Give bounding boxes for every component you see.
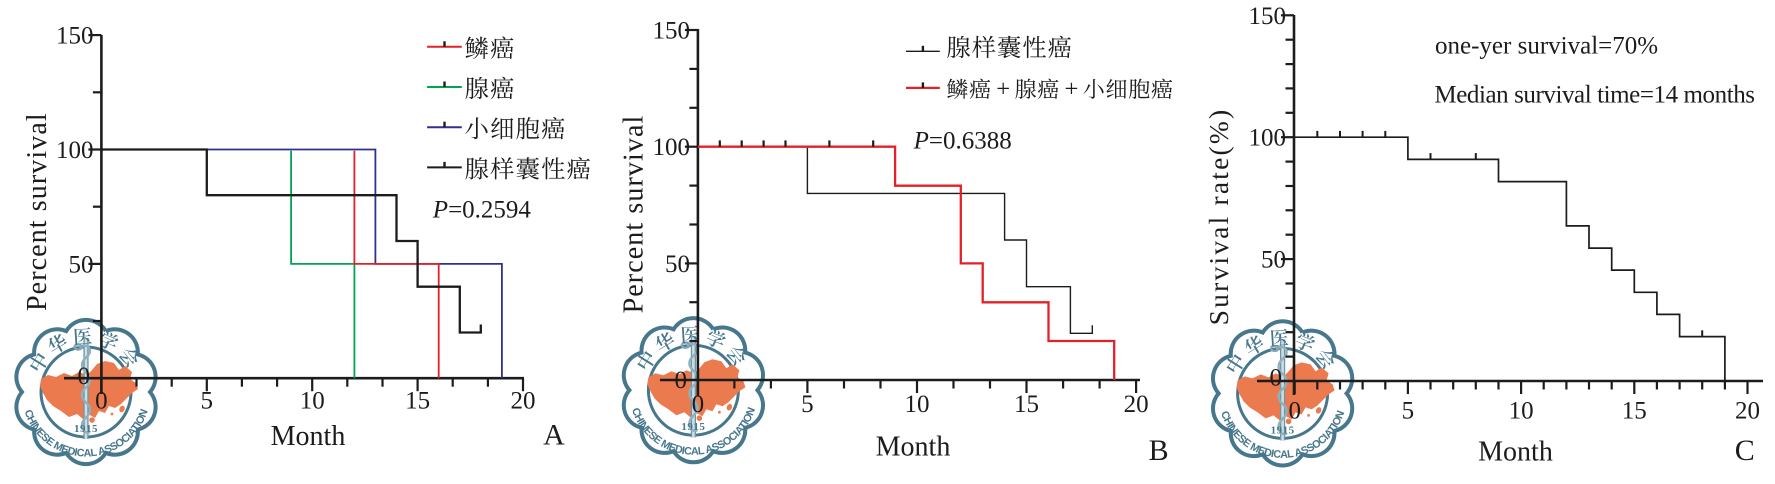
svg-text:0: 0 <box>675 367 688 394</box>
svg-text:P=0.6388: P=0.6388 <box>913 127 1012 154</box>
svg-text:C: C <box>1735 434 1755 467</box>
svg-text:Month: Month <box>271 421 346 452</box>
svg-text:10: 10 <box>1509 398 1534 425</box>
svg-text:5: 5 <box>1402 398 1415 425</box>
svg-text:15: 15 <box>405 388 430 415</box>
svg-text:0: 0 <box>1270 365 1283 392</box>
svg-text:100: 100 <box>56 137 94 164</box>
svg-text:Survival rate(%): Survival rate(%) <box>1203 108 1234 326</box>
svg-text:100: 100 <box>653 134 691 161</box>
svg-text:P=0.2594: P=0.2594 <box>432 196 532 223</box>
svg-text:150: 150 <box>653 18 691 45</box>
svg-text:50: 50 <box>665 251 690 278</box>
svg-text:one-yer survival=70%: one-yer survival=70% <box>1435 32 1658 59</box>
svg-text:Median survival time=14 months: Median survival time=14 months <box>1434 82 1754 109</box>
svg-text:Percent survival: Percent survival <box>22 112 53 311</box>
svg-text:A: A <box>543 419 565 452</box>
svg-text:15: 15 <box>1014 391 1039 418</box>
svg-text:5: 5 <box>801 391 814 418</box>
svg-text:10: 10 <box>300 388 325 415</box>
svg-text:Month: Month <box>876 431 951 462</box>
svg-text:0: 0 <box>692 391 705 418</box>
svg-text:50: 50 <box>1261 247 1286 274</box>
svg-text:Month: Month <box>1478 437 1553 468</box>
svg-text:100: 100 <box>1249 125 1287 152</box>
svg-text:10: 10 <box>905 391 930 418</box>
svg-text:50: 50 <box>69 251 94 278</box>
svg-text:5: 5 <box>201 388 214 415</box>
svg-text:150: 150 <box>1249 3 1287 30</box>
svg-text:20: 20 <box>1124 391 1149 418</box>
svg-text:0: 0 <box>1288 398 1301 425</box>
svg-text:20: 20 <box>511 388 536 415</box>
svg-text:0: 0 <box>95 388 108 415</box>
svg-text:+: + <box>996 76 1010 103</box>
svg-text:15: 15 <box>1622 398 1647 425</box>
svg-text:20: 20 <box>1735 398 1760 425</box>
svg-text:0: 0 <box>78 363 91 390</box>
svg-text:B: B <box>1149 434 1169 467</box>
svg-text:+: + <box>1064 76 1078 103</box>
svg-text:150: 150 <box>56 23 94 50</box>
svg-text:Percent survival: Percent survival <box>618 115 649 314</box>
